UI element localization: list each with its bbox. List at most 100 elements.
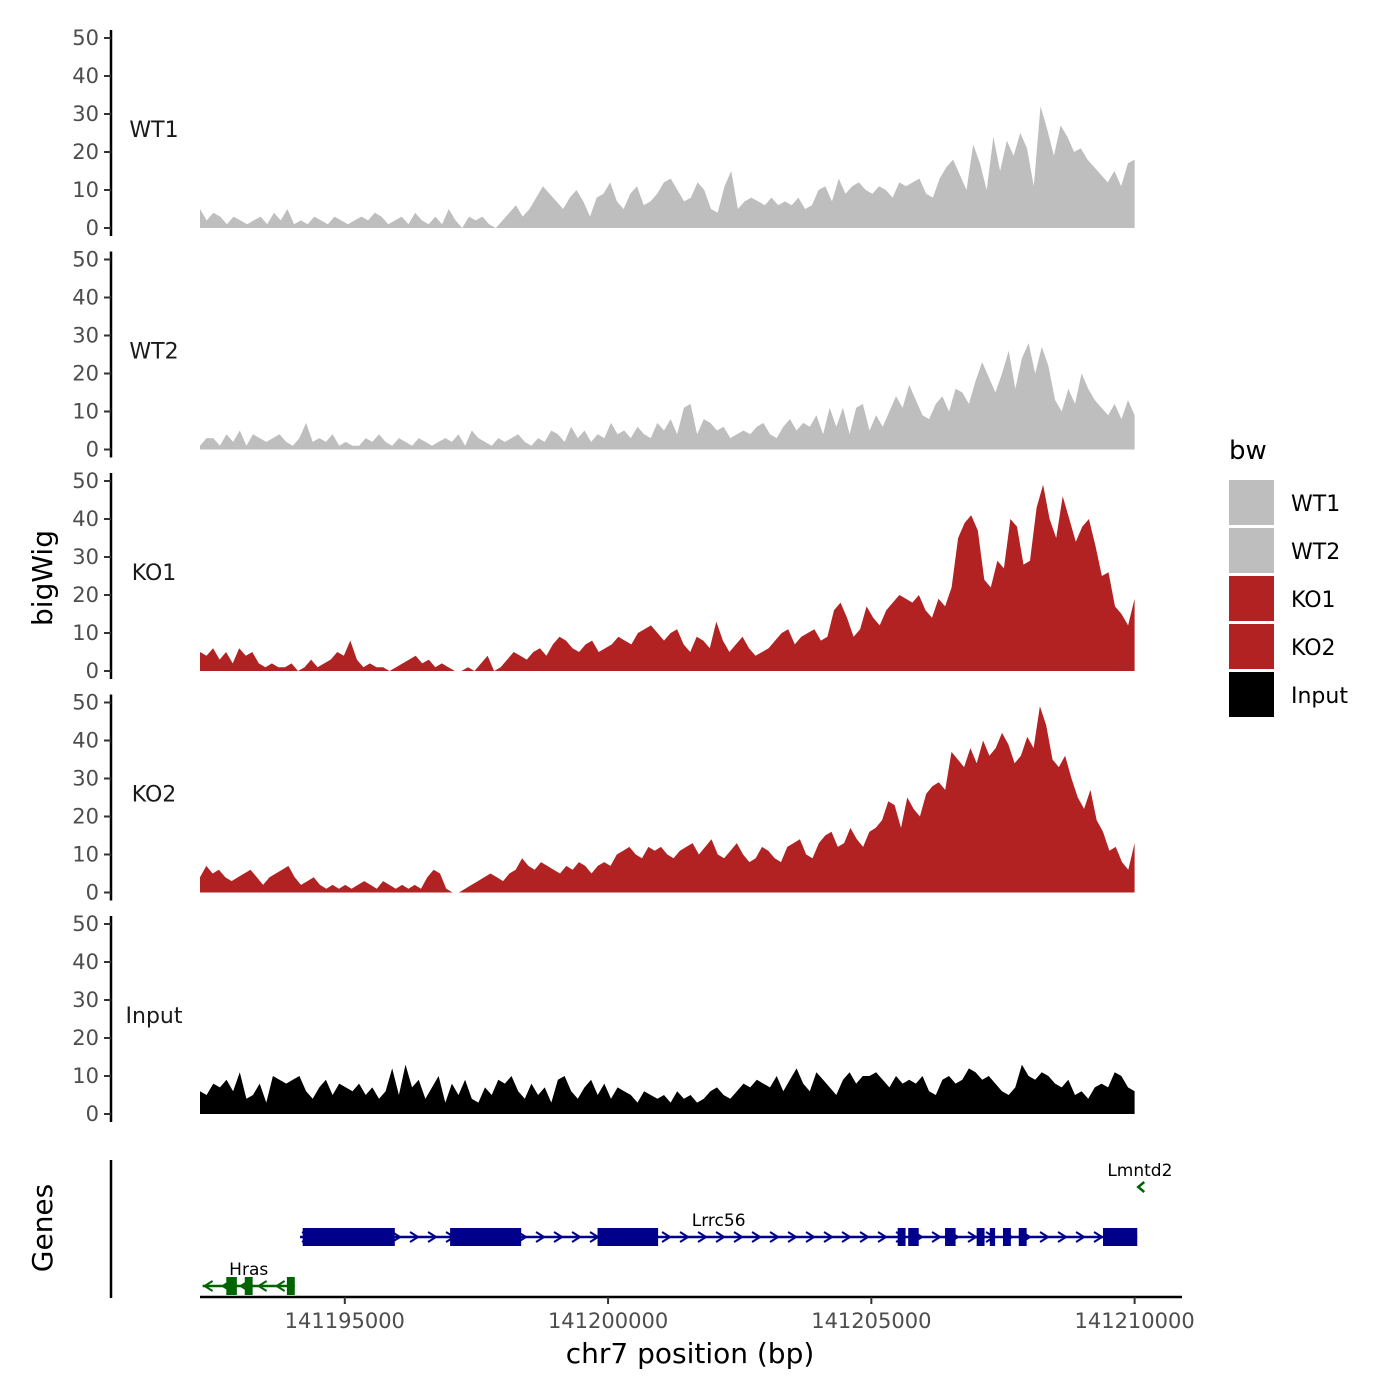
exon-block xyxy=(897,1228,906,1246)
y-tick-label: 20 xyxy=(72,805,99,829)
legend-swatch-ko2 xyxy=(1229,624,1274,669)
exon-block xyxy=(226,1277,237,1295)
exon-block xyxy=(286,1277,295,1295)
y-tick-label: 20 xyxy=(72,140,99,164)
exon-block xyxy=(1103,1228,1138,1246)
track-label-wt2: WT2 xyxy=(129,339,178,364)
legend-swatch-wt1 xyxy=(1229,480,1274,525)
legend-label-wt1: WT1 xyxy=(1291,492,1340,517)
y-tick-label: 30 xyxy=(72,988,99,1012)
y-tick-label: 50 xyxy=(72,248,99,272)
legend-swatch-input xyxy=(1229,672,1274,717)
y-tick-label: 10 xyxy=(72,843,99,867)
strand-chevron xyxy=(274,1280,286,1292)
strand-chevron xyxy=(409,1231,420,1243)
strand-chevron xyxy=(535,1231,546,1243)
exon-block xyxy=(1002,1228,1011,1246)
legend-label-input: Input xyxy=(1291,684,1348,709)
strand-chevron xyxy=(859,1231,870,1243)
y-tick-label: 40 xyxy=(72,729,99,753)
strand-chevron xyxy=(733,1231,744,1243)
strand-chevron xyxy=(202,1280,214,1292)
gene-hras: Hras xyxy=(202,1260,295,1295)
exon-block xyxy=(976,1228,985,1246)
track-label-input: Input xyxy=(126,1004,183,1029)
coverage-area-wt1 xyxy=(200,106,1135,228)
strand-chevron xyxy=(787,1231,798,1243)
exon-block xyxy=(302,1228,395,1246)
strand-chevron xyxy=(967,1231,978,1243)
y-tick-label: 50 xyxy=(72,912,99,936)
coverage-area-input xyxy=(200,1064,1135,1114)
legend: bw WT1 WT2 KO1 KO2 Input xyxy=(1229,436,1348,717)
gene-lmntd2: Lmntd2 xyxy=(1107,1161,1172,1193)
track-ko2: 0 10 20 30 40 50 KO2 xyxy=(72,691,1135,905)
track-label-ko2: KO2 xyxy=(132,782,177,807)
y-tick-label: 0 xyxy=(86,659,99,683)
y-tick-label: 50 xyxy=(72,26,99,50)
x-tick-label: 141205000 xyxy=(811,1309,931,1333)
strand-chevron xyxy=(1057,1231,1068,1243)
legend-label-ko1: KO1 xyxy=(1291,588,1336,613)
gene-label-lmntd2: Lmntd2 xyxy=(1107,1161,1172,1181)
track-ko1: 0 10 20 30 40 50 KO1 xyxy=(72,469,1135,683)
track-label-ko1: KO1 xyxy=(132,561,177,586)
coverage-area-ko1 xyxy=(200,484,1135,671)
exon-block xyxy=(244,1277,253,1295)
exon-block xyxy=(450,1228,522,1246)
exon-block xyxy=(908,1228,919,1246)
y-tick-label: 10 xyxy=(72,1064,99,1088)
strand-chevron xyxy=(571,1231,582,1243)
strand-chevron xyxy=(1039,1231,1050,1243)
y-tick-label: 40 xyxy=(72,507,99,531)
exon-block xyxy=(597,1228,659,1246)
strand-chevron xyxy=(256,1280,268,1292)
legend-title: bw xyxy=(1229,436,1267,466)
strand-chevron xyxy=(1136,1181,1146,1193)
y-tick-label: 30 xyxy=(72,545,99,569)
y-tick-label: 30 xyxy=(72,767,99,791)
strand-chevron xyxy=(769,1231,780,1243)
strand-chevron xyxy=(427,1231,438,1243)
x-tick-label: 141210000 xyxy=(1074,1309,1194,1333)
track-wt2: 0 10 20 30 40 50 WT2 xyxy=(72,248,1135,462)
strand-chevron xyxy=(715,1231,726,1243)
legend-swatch-ko1 xyxy=(1229,576,1274,621)
gene-lrrc56: Lrrc56 xyxy=(300,1211,1138,1246)
strand-chevron xyxy=(751,1231,762,1243)
legend-swatch-wt2 xyxy=(1229,528,1274,573)
strand-chevron xyxy=(805,1231,816,1243)
exon-block xyxy=(945,1228,956,1246)
y-tick-label: 0 xyxy=(86,881,99,905)
y-tick-label: 20 xyxy=(72,583,99,607)
genes-panel: Hras Lrrc56 Lmntd2 xyxy=(109,1160,1172,1298)
legend-label-wt2: WT2 xyxy=(1291,540,1340,565)
exon-block xyxy=(989,1228,996,1246)
gene-label-lrrc56: Lrrc56 xyxy=(692,1211,746,1231)
genes-axis-title: Genes xyxy=(26,1184,59,1272)
strand-chevron xyxy=(877,1231,888,1243)
y-tick-label: 40 xyxy=(72,64,99,88)
x-tick-label: 141200000 xyxy=(548,1309,668,1333)
y-tick-label: 10 xyxy=(72,621,99,645)
strand-chevron xyxy=(1093,1231,1104,1243)
y-tick-label: 0 xyxy=(86,438,99,462)
coverage-tracks: 0 10 20 30 40 50 WT1 0 10 20 30 40 50 WT2 0 10 20 30 40 50 K… xyxy=(72,26,1135,1126)
strand-chevron xyxy=(697,1231,708,1243)
strand-chevron xyxy=(823,1231,834,1243)
y-tick-label: 0 xyxy=(86,1102,99,1126)
coverage-area-ko2 xyxy=(200,706,1135,893)
strand-chevron xyxy=(661,1231,672,1243)
y-tick-label: 30 xyxy=(72,324,99,348)
x-axis-title: chr7 position (bp) xyxy=(566,1337,815,1370)
track-wt1: 0 10 20 30 40 50 WT1 xyxy=(72,26,1135,240)
exon-block xyxy=(1018,1228,1027,1246)
strand-chevron xyxy=(931,1231,942,1243)
y-tick-label: 40 xyxy=(72,286,99,310)
y-tick-label: 20 xyxy=(72,1026,99,1050)
coverage-area-wt2 xyxy=(200,343,1135,450)
gene-label-hras: Hras xyxy=(229,1260,268,1280)
legend-label-ko2: KO2 xyxy=(1291,636,1336,661)
strand-chevron xyxy=(553,1231,564,1243)
